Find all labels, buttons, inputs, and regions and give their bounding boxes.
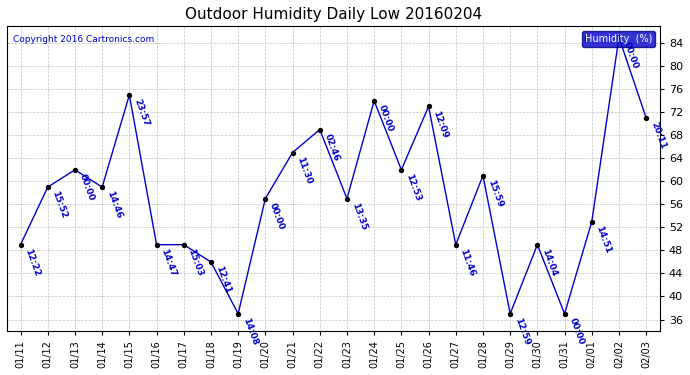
Text: 00:00: 00:00 [567,316,585,346]
Point [559,311,570,317]
Point [287,150,298,156]
Text: 12:09: 12:09 [431,109,450,139]
Text: 14:51: 14:51 [595,224,613,255]
Point [532,242,543,248]
Point [314,126,325,132]
Point [396,167,407,173]
Text: 13:35: 13:35 [350,201,368,231]
Text: 11:30: 11:30 [295,155,313,185]
Point [423,104,434,110]
Text: 20:11: 20:11 [649,121,667,151]
Point [206,259,217,265]
Text: 23:57: 23:57 [132,98,150,128]
Text: 14:47: 14:47 [159,248,178,278]
Point [97,184,108,190]
Text: 02:46: 02:46 [322,132,341,162]
Text: 15:52: 15:52 [50,190,69,220]
Text: 15:03: 15:03 [186,248,205,277]
Point [368,98,380,104]
Text: 14:04: 14:04 [540,248,558,278]
Point [124,92,135,98]
Point [70,167,81,173]
Point [640,115,651,121]
Text: 00:00: 00:00 [622,40,640,70]
Text: 12:59: 12:59 [513,316,531,346]
Title: Outdoor Humidity Daily Low 20160204: Outdoor Humidity Daily Low 20160204 [185,7,482,22]
Text: 15:59: 15:59 [486,178,504,209]
Point [233,311,244,317]
Point [477,172,489,178]
Point [42,184,53,190]
Legend: Humidity  (%): Humidity (%) [582,31,655,46]
Point [260,196,271,202]
Text: 11:46: 11:46 [459,248,477,278]
Point [613,34,624,40]
Text: 14:46: 14:46 [105,190,124,220]
Text: Copyright 2016 Cartronics.com: Copyright 2016 Cartronics.com [14,35,155,44]
Text: 12:41: 12:41 [214,265,232,295]
Text: 12:53: 12:53 [404,172,422,202]
Text: 00:00: 00:00 [268,201,286,231]
Text: 00:00: 00:00 [78,172,96,202]
Point [586,219,598,225]
Point [178,242,189,248]
Point [504,311,515,317]
Text: 00:00: 00:00 [377,104,395,133]
Point [151,242,162,248]
Point [342,196,353,202]
Text: 14:08: 14:08 [241,316,259,346]
Point [15,242,26,248]
Point [451,242,462,248]
Text: 12:22: 12:22 [23,248,41,278]
